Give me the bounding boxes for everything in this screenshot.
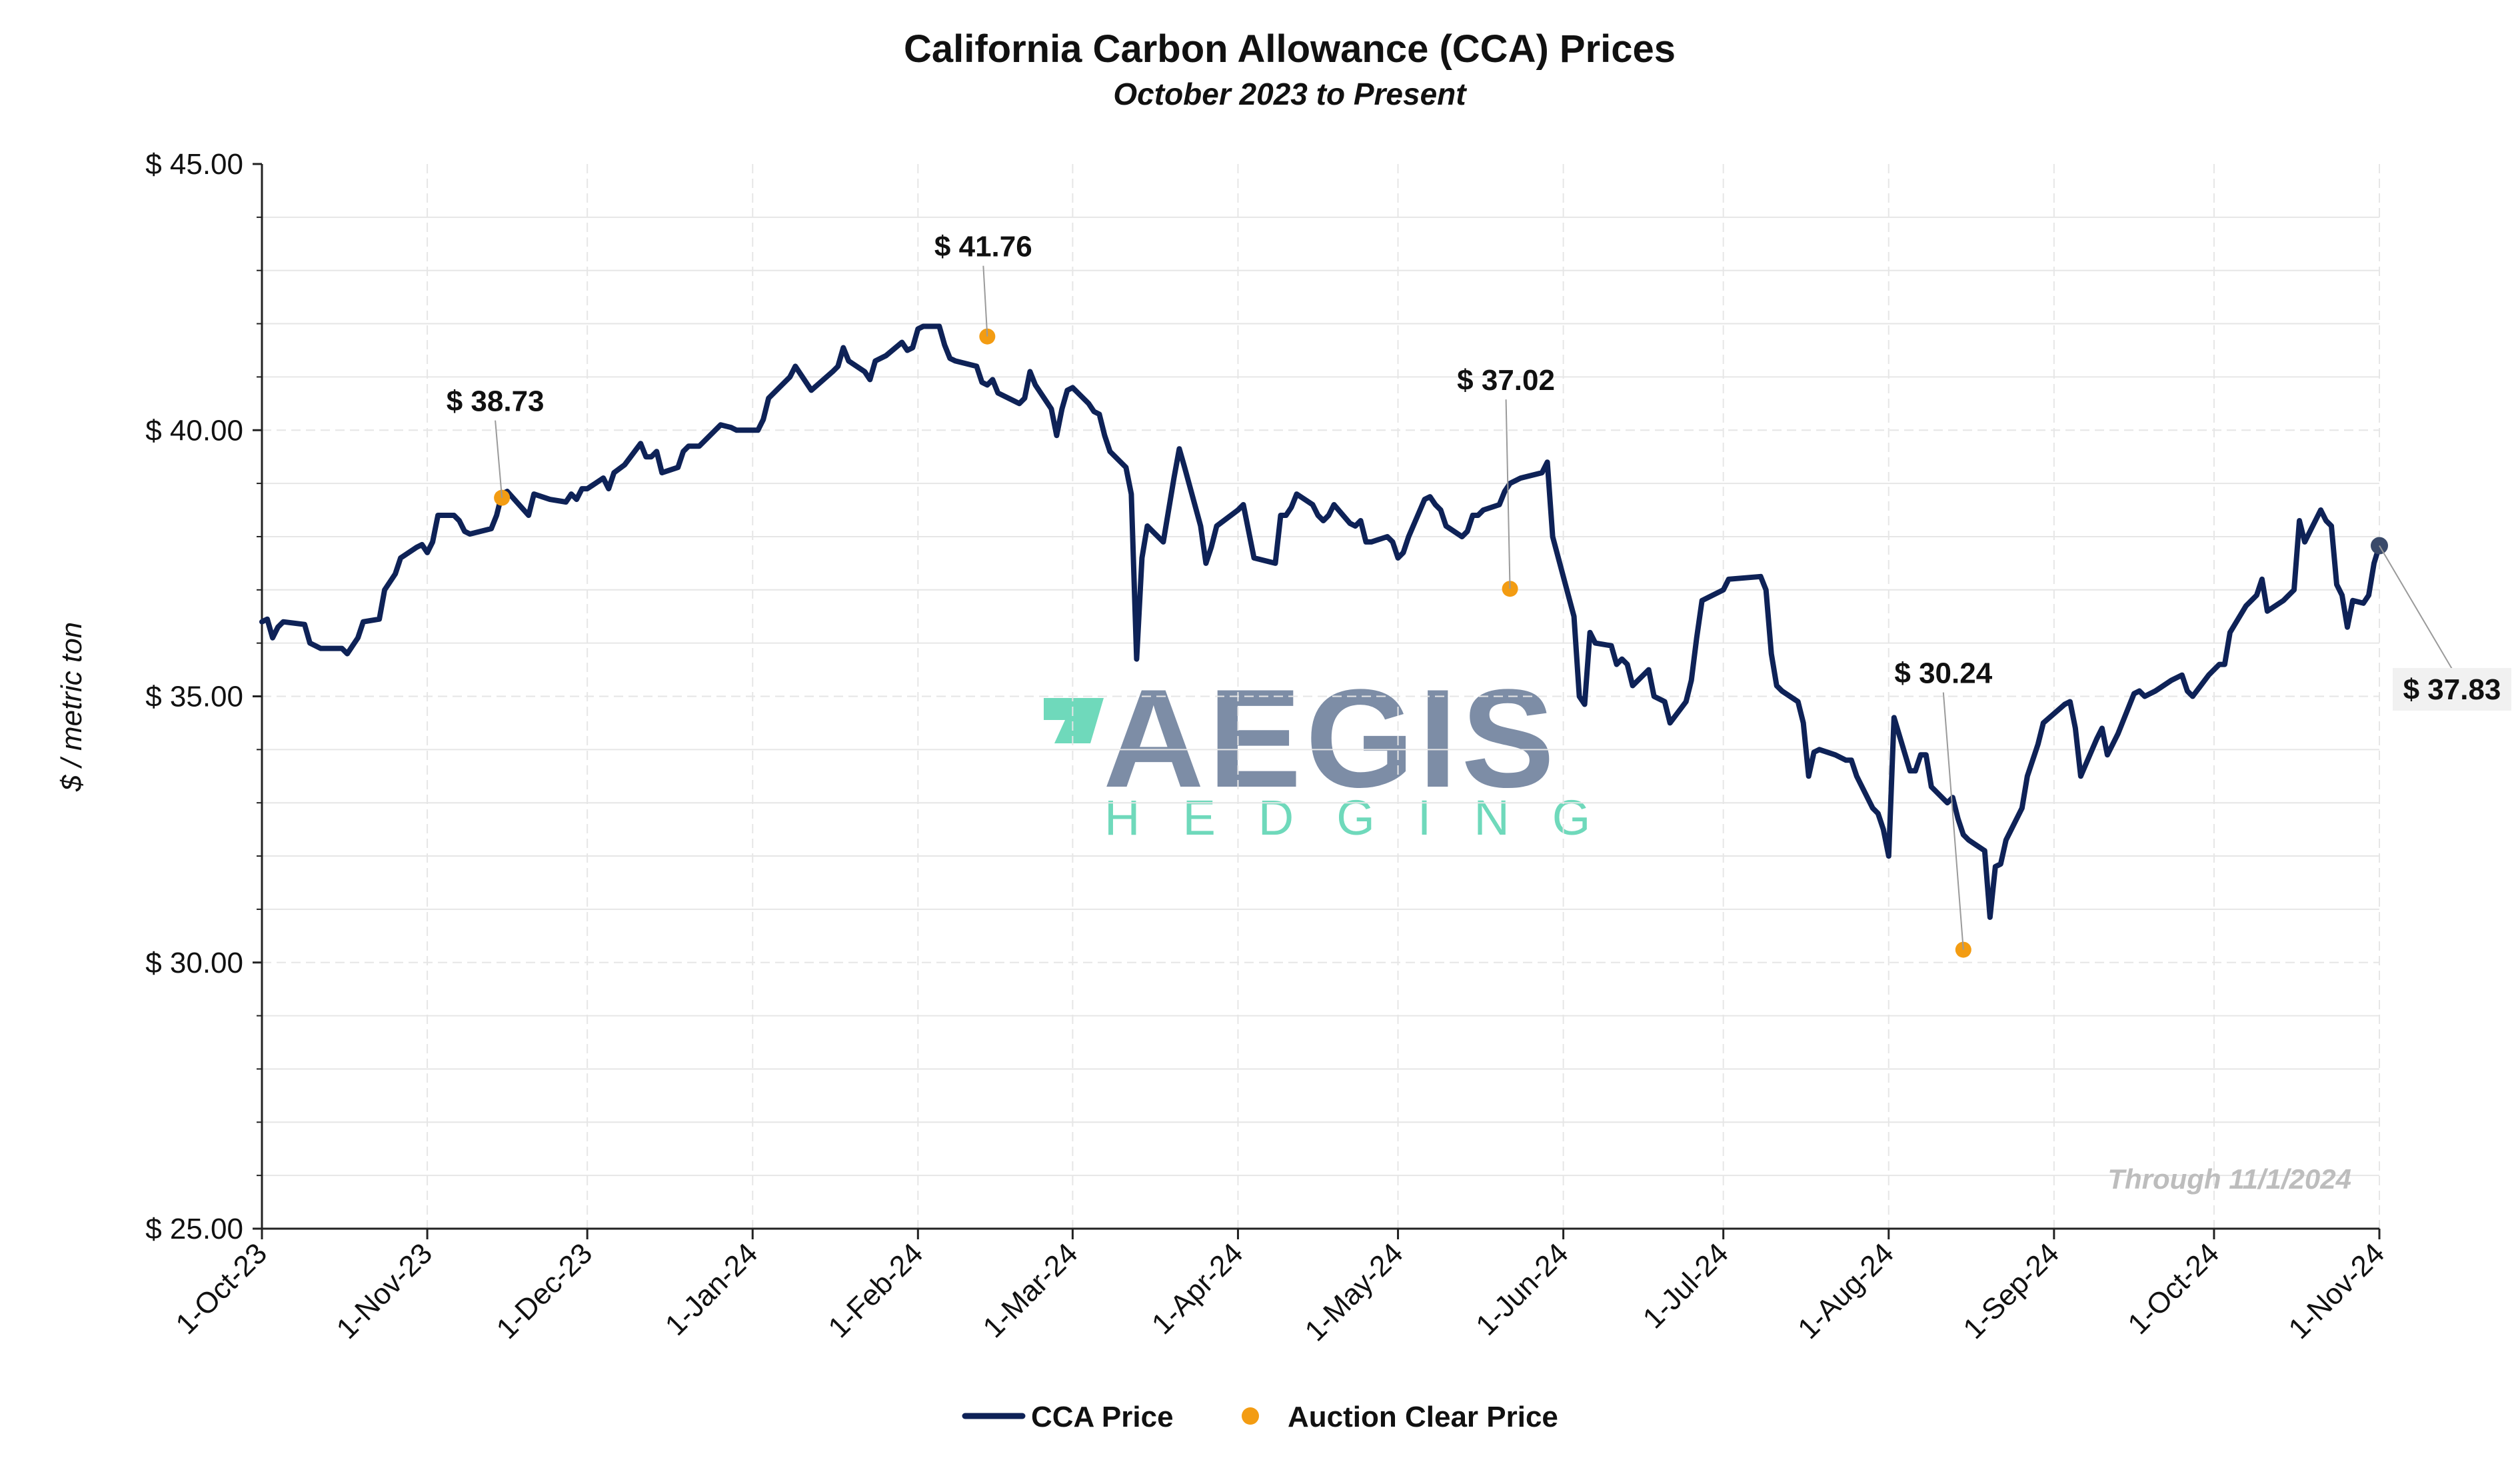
x-tick-label: 1-Nov-24 — [2282, 1237, 2391, 1345]
watermark-line1: AEGIS — [1103, 660, 1558, 817]
x-tick-label: 1-Jan-24 — [659, 1237, 764, 1341]
x-tick-label: 1-Sep-24 — [1957, 1237, 2065, 1345]
last-value-label-bg — [2393, 668, 2511, 711]
logo-mark-icon — [1044, 698, 1104, 743]
x-tick-label: 1-Apr-24 — [1146, 1237, 1250, 1341]
through-date-note: Through 11/1/2024 — [2107, 1163, 2351, 1195]
legend-dot-swatch — [1242, 1407, 1259, 1425]
auction-label: $ 30.24 — [1894, 657, 1992, 690]
y-tick-label: $ 35.00 — [145, 681, 243, 713]
legend-label-auction-clear-price: Auction Clear Price — [1288, 1401, 1558, 1433]
auction-label: $ 37.02 — [1457, 364, 1555, 397]
series-layer — [259, 323, 2388, 958]
x-tick-label: 1-Nov-23 — [331, 1237, 439, 1345]
y-tick-label: $ 30.00 — [145, 947, 243, 979]
annotation-leader — [982, 265, 988, 337]
series-line-cca-price — [259, 323, 2382, 920]
x-tick-label: 1-Oct-23 — [169, 1237, 273, 1341]
y-tick-label: $ 25.00 — [145, 1213, 243, 1245]
x-tick-label: 1-Aug-24 — [1792, 1237, 1900, 1345]
y-tick-label: $ 40.00 — [145, 414, 243, 447]
annotation-leader — [1505, 399, 1511, 589]
x-tick-label: 1-Mar-24 — [977, 1237, 1084, 1344]
watermark-logo: AEGIS HEDGING — [1044, 660, 1633, 845]
watermark-line2: HEDGING — [1104, 790, 1633, 845]
y-axis-label: $ / metric ton — [55, 622, 88, 792]
annotation-leader — [1942, 692, 1964, 950]
auction-label: $ 41.76 — [934, 231, 1032, 263]
x-tick-label: 1-Jul-24 — [1637, 1237, 1735, 1335]
y-tick-label: $ 45.00 — [145, 148, 243, 181]
annotations: $ 38.73 $ 41.76 $ 37.02 $ 30.24 $ 37.83 — [447, 231, 2511, 950]
annotation-leader — [495, 420, 503, 498]
x-tick-label: 1-Oct-24 — [2121, 1237, 2225, 1341]
last-value-leader — [2379, 545, 2453, 671]
chart-subtitle: October 2023 to Present — [1113, 77, 1467, 111]
grid — [262, 164, 2380, 1229]
x-tick-label: 1-Jun-24 — [1470, 1237, 1574, 1341]
x-tick-label: 1-Feb-24 — [822, 1237, 929, 1344]
x-axis-ticks: 1-Oct-23 1-Nov-23 1-Dec-23 1-Jan-24 1-Feb-24… — [169, 1229, 2391, 1347]
chart-title: California Carbon Allowance (CCA) Prices — [904, 27, 1676, 71]
auction-label: $ 38.73 — [447, 385, 545, 418]
x-tick-label: 1-May-24 — [1299, 1237, 1410, 1347]
legend: CCA Price Auction Clear Price — [962, 1401, 1558, 1433]
y-axis-ticks: $ 25.00 $ 30.00 $ 35.00 $ 40.00 $ 45.00 — [145, 148, 262, 1245]
legend-label-cca-price: CCA Price — [1031, 1401, 1174, 1433]
x-tick-label: 1-Dec-23 — [491, 1237, 599, 1345]
last-value-label: $ 37.83 — [2403, 673, 2501, 706]
